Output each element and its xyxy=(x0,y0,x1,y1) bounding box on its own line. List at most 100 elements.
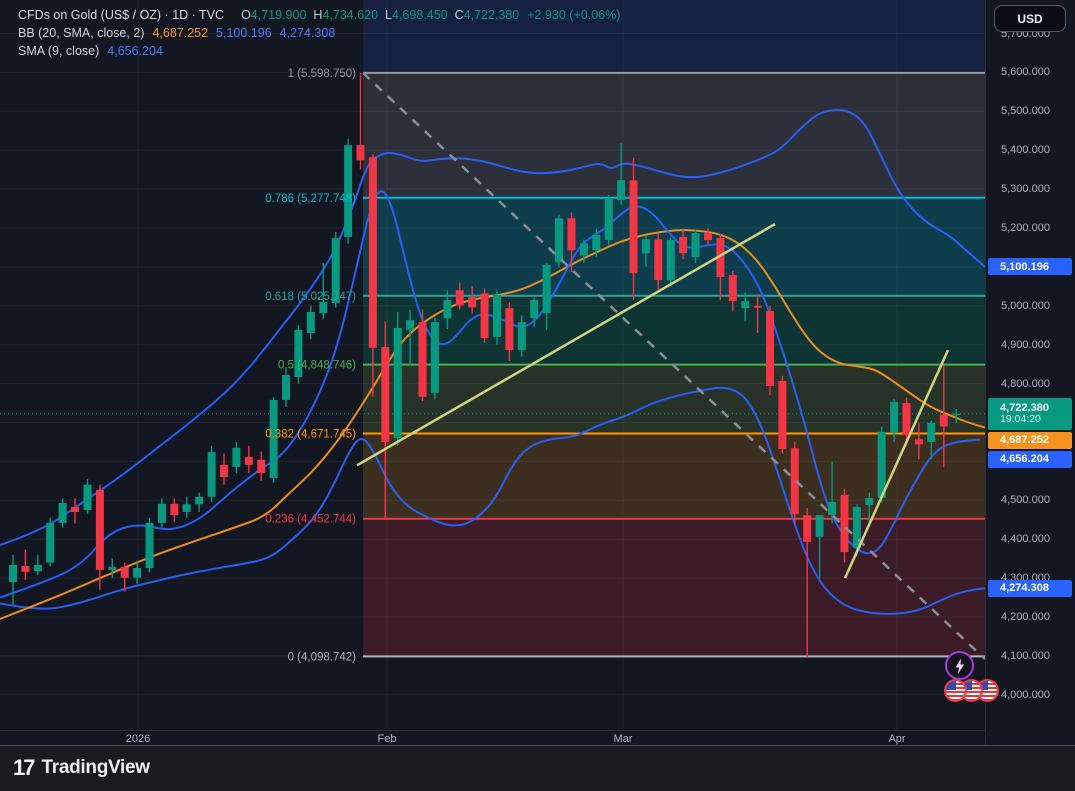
candle-body xyxy=(939,414,948,427)
flag-canton xyxy=(962,681,972,690)
candle-body xyxy=(679,236,688,254)
high-value: 4,734.620 xyxy=(322,8,379,22)
candle-body xyxy=(840,494,849,553)
candle-body xyxy=(21,566,30,572)
close-value: 4,722.380 xyxy=(463,8,520,22)
symbol-row[interactable]: CFDs on Gold (US$ / OZ) · 1D · TVC O4,719… xyxy=(18,6,620,24)
candle-body xyxy=(704,233,712,241)
candle-body xyxy=(654,239,663,281)
candle-body xyxy=(71,506,79,512)
high-label: H xyxy=(313,8,323,22)
bb-basis-value: 4,687.252 xyxy=(152,26,209,40)
ascending-trendline-apr[interactable] xyxy=(843,349,950,579)
candle-body xyxy=(58,503,67,523)
sma-indicator-row[interactable]: SMA (9, close) 4,656.204 xyxy=(18,42,620,60)
price-axis-label: 5,200.000 xyxy=(1001,222,1050,234)
candle-body xyxy=(381,347,390,442)
us-flag-emoji-1[interactable] xyxy=(944,679,967,702)
candle-body xyxy=(914,439,923,445)
flag-canton xyxy=(946,681,956,690)
candle-body xyxy=(517,322,526,351)
candle-body xyxy=(393,328,402,439)
candle-body xyxy=(691,233,700,258)
chart-canvas[interactable]: 1 (5,598.750) 0.786 (5,277.748) 0.618 (5,0… xyxy=(0,0,985,730)
price-axis-label: 5,600.000 xyxy=(1001,66,1050,79)
fib-extension-zone xyxy=(363,0,985,73)
descending-dashed-trendline[interactable] xyxy=(362,71,985,660)
candle-body xyxy=(530,300,539,319)
flag-canton xyxy=(978,681,988,690)
bb-basis-line xyxy=(0,229,985,620)
candle-body xyxy=(195,496,204,505)
candle-body xyxy=(480,293,489,339)
sma-badge: 4,656.204 xyxy=(988,450,1072,468)
ascending-trendline-feb[interactable] xyxy=(356,223,776,467)
candle-body xyxy=(443,300,452,319)
candle-body xyxy=(828,501,837,516)
bb-upper-badge: 5,100.196 xyxy=(988,258,1072,276)
candle-body xyxy=(567,218,576,251)
candle-body xyxy=(617,180,626,200)
fib-label: 0.618 (5,025.747) xyxy=(265,291,356,303)
candle-body xyxy=(145,522,154,568)
candle-body xyxy=(505,308,514,351)
candle-body xyxy=(468,297,477,308)
symbol-title[interactable]: CFDs on Gold (US$ / OZ) · 1D · TVC xyxy=(18,8,225,22)
price-axis-label: 5,500.000 xyxy=(1001,105,1050,118)
tradingview-brand-text: TradingView xyxy=(41,757,150,778)
candle-body xyxy=(257,459,266,473)
low-value: 4,698.450 xyxy=(392,8,448,22)
tradingview-logo[interactable]: 17 TradingView xyxy=(13,755,150,781)
candle-body xyxy=(368,157,377,348)
candle-body xyxy=(592,235,601,251)
candle-body xyxy=(542,265,551,314)
chart-frame-border xyxy=(0,745,1075,746)
candle-body xyxy=(778,380,787,449)
bb-upper-band-line xyxy=(0,109,985,546)
countdown-timer: 19:04:20 xyxy=(1000,413,1041,426)
lightning-emoji-drawing[interactable] xyxy=(945,651,974,680)
candle-body xyxy=(95,489,104,570)
candle-body xyxy=(356,145,365,161)
candle-body xyxy=(641,239,650,254)
candle-body xyxy=(579,243,588,256)
price-axis[interactable]: USD 5,700.000 5,600.000 5,500.000 5,400.000… xyxy=(985,0,1075,745)
candle-body xyxy=(902,403,911,435)
candle-body xyxy=(716,238,725,277)
candle-body xyxy=(430,322,439,393)
candle-body xyxy=(555,218,563,263)
currency-toggle-button[interactable]: USD xyxy=(994,5,1066,32)
candle-body xyxy=(803,515,812,542)
candle-body xyxy=(344,145,353,237)
sma-value: 4,656.204 xyxy=(107,44,163,58)
sma-label[interactable]: SMA (9, close) xyxy=(18,44,100,58)
candle-body xyxy=(666,240,675,281)
candle-body xyxy=(890,401,899,433)
candle-body xyxy=(9,564,17,582)
candle-body xyxy=(728,275,737,302)
price-axis-label: 5,300.000 xyxy=(1001,183,1050,196)
price-axis-label: 4,000.000 xyxy=(1001,688,1050,701)
bb-upper-value: 5,100.196 xyxy=(216,26,272,40)
candle-body xyxy=(604,198,613,240)
last-price-badge: 4,722.380 19:04:20 xyxy=(988,397,1072,430)
bb-label[interactable]: BB (20, SMA, close, 2) xyxy=(18,26,145,40)
candle-body xyxy=(406,320,415,330)
candle-body xyxy=(244,457,253,465)
candle-body xyxy=(877,431,886,498)
price-axis-label: 4,100.000 xyxy=(1001,649,1050,662)
candle-body xyxy=(741,301,750,309)
candle-body xyxy=(120,566,129,578)
time-axis-label: Feb xyxy=(377,733,397,745)
candle-body xyxy=(182,504,191,512)
candle-body xyxy=(493,294,501,337)
candle-body xyxy=(232,447,241,467)
time-axis-label: 2026 xyxy=(125,733,151,745)
candlesticks xyxy=(9,72,961,658)
bb-indicator-row[interactable]: BB (20, SMA, close, 2) 4,687.252 5,100.196… xyxy=(18,24,620,42)
candle-body xyxy=(108,566,117,570)
chart-pane[interactable]: 1 (5,598.750) 0.786 (5,277.748) 0.618 (5,0… xyxy=(0,0,1075,746)
time-axis-label: Apr xyxy=(888,733,906,745)
time-axis[interactable]: 2026 Feb Mar Apr xyxy=(0,730,985,746)
candle-body xyxy=(207,452,216,497)
